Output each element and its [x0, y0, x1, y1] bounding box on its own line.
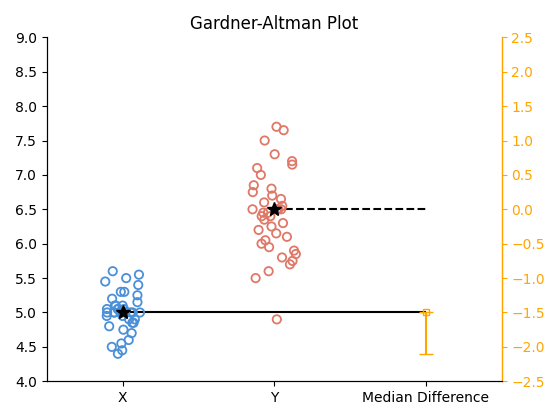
X: [134, 271, 143, 278]
X: [127, 330, 136, 336]
X: [133, 299, 142, 305]
Y: [266, 213, 275, 220]
Y: [288, 161, 297, 168]
Y: [279, 127, 288, 134]
Y: [260, 199, 269, 206]
X: [130, 316, 139, 323]
X: [116, 289, 125, 295]
Y: [261, 237, 270, 244]
Y: [277, 196, 286, 202]
X: [128, 309, 137, 316]
X: [119, 326, 128, 333]
Y: [270, 151, 279, 158]
X: [134, 282, 143, 289]
X: [105, 323, 114, 330]
Y: [260, 216, 269, 223]
X: [120, 289, 129, 295]
X: [124, 316, 133, 323]
Y: [288, 257, 297, 264]
Y: [272, 230, 281, 237]
X: [111, 302, 120, 309]
X: [122, 275, 130, 281]
Y: [260, 137, 269, 144]
Y: [264, 268, 273, 275]
X: [133, 292, 142, 299]
Y: [259, 210, 268, 216]
X: [114, 306, 123, 312]
Y: [288, 158, 297, 165]
Y: [267, 223, 276, 230]
Y: [254, 226, 263, 233]
X: [108, 295, 116, 302]
Y: [272, 123, 281, 130]
X: [102, 312, 111, 319]
Y: [278, 202, 287, 209]
X: [126, 309, 135, 316]
X: [119, 306, 128, 312]
X: [110, 302, 119, 309]
Y: [290, 247, 298, 254]
Y: [256, 171, 265, 178]
Y: [274, 206, 283, 213]
X: [108, 344, 116, 350]
X: [124, 337, 133, 344]
X: [129, 320, 138, 326]
X: [102, 306, 111, 312]
X: [117, 340, 126, 347]
Title: Gardner-Altman Plot: Gardner-Altman Plot: [190, 15, 358, 33]
X: [108, 268, 117, 275]
Y: [253, 165, 262, 171]
Y: [272, 206, 281, 213]
X: [101, 278, 110, 285]
Y: [248, 206, 257, 213]
X: [110, 309, 119, 316]
X: [118, 312, 127, 319]
Y: [272, 316, 281, 323]
X: [121, 309, 130, 316]
Y: [282, 234, 291, 240]
Y: [277, 206, 286, 213]
X: [118, 302, 127, 309]
Y: [268, 192, 277, 199]
X: [110, 309, 119, 316]
Y: [251, 275, 260, 281]
X: [128, 320, 137, 326]
Y: [278, 254, 287, 261]
Y: [291, 251, 300, 257]
X: [116, 309, 125, 316]
Y: [248, 189, 257, 195]
X: [118, 347, 127, 354]
X: [102, 309, 111, 316]
Y: [263, 210, 272, 216]
Y: [257, 240, 266, 247]
Y: [278, 220, 287, 226]
Y: [249, 182, 258, 189]
X: [113, 306, 122, 312]
Y: [257, 213, 266, 220]
X: [117, 309, 126, 316]
Y: [267, 185, 276, 192]
Y: [286, 261, 295, 268]
X: [136, 309, 144, 316]
X: [114, 350, 123, 357]
Y: [265, 244, 274, 250]
